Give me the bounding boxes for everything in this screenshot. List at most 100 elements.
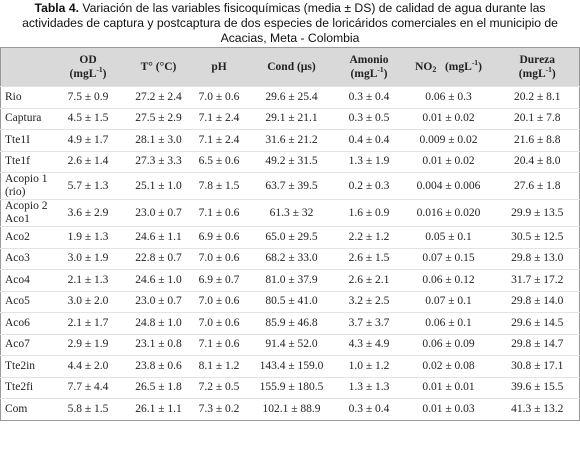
value-cell: 68.2 ± 33.0 bbox=[246, 247, 337, 270]
value-cell: 27.3 ± 3.3 bbox=[125, 150, 192, 173]
value-cell: 29.9 ± 13.5 bbox=[495, 199, 580, 227]
value-cell: 2.2 ± 1.2 bbox=[336, 226, 402, 248]
value-cell: 0.3 ± 0.5 bbox=[336, 107, 402, 130]
value-cell: 4.3 ± 4.9 bbox=[336, 333, 402, 356]
value-cell: 7.0 ± 0.6 bbox=[191, 86, 247, 108]
header-cell: Dureza (mgL-1) bbox=[495, 47, 580, 87]
table-row: Tte2fi 7.7 ± 4.4 26.5 ± 1.8 7.2 ± 0.5 155.9 … bbox=[0, 376, 580, 399]
value-cell: 29.6 ± 14.5 bbox=[495, 312, 580, 334]
table-row: Captura 4.5 ± 1.5 27.5 ± 2.9 7.1 ± 2.4 29.1 … bbox=[0, 107, 580, 130]
value-cell: 31.7 ± 17.2 bbox=[495, 269, 580, 291]
table-body: Rio 7.5 ± 0.9 27.2 ± 2.4 7.0 ± 0.6 29.6 ± 25… bbox=[0, 86, 580, 420]
value-cell: 23.1 ± 0.8 bbox=[125, 333, 192, 356]
header-name: Cond (µs) bbox=[267, 61, 316, 73]
value-cell: 0.01 ± 0.01 bbox=[401, 376, 496, 399]
header-exp: -1 bbox=[377, 65, 384, 74]
value-cell: 0.05 ± 0.1 bbox=[401, 226, 496, 248]
table-row: Com 5.8 ± 1.5 26.1 ± 1.1 7.3 ± 0.2 102.1 ± 8… bbox=[0, 398, 580, 420]
header-cell: Amonio (mgL-1) bbox=[336, 47, 402, 87]
value-cell: 0.07 ± 0.1 bbox=[401, 290, 496, 313]
value-cell: 3.0 ± 2.0 bbox=[50, 290, 126, 313]
site-cell: Aco3 bbox=[0, 247, 51, 270]
site-cell: Com bbox=[0, 398, 51, 420]
value-cell: 6.5 ± 0.6 bbox=[191, 150, 247, 173]
value-cell: 7.1 ± 0.6 bbox=[191, 333, 247, 356]
header-name: T° (°C) bbox=[140, 61, 177, 73]
value-cell: 26.1 ± 1.1 bbox=[125, 398, 192, 420]
site-cell: Acopio 1 (rio) bbox=[0, 172, 51, 200]
header-exp: -1 bbox=[96, 65, 103, 74]
table-row: Aco3 3.0 ± 1.9 22.8 ± 0.7 7.0 ± 0.6 68.2 ± 3… bbox=[0, 247, 580, 270]
value-cell: 30.8 ± 17.1 bbox=[495, 355, 580, 377]
value-cell: 29.1 ± 21.1 bbox=[246, 107, 337, 130]
value-cell: 91.4 ± 52.0 bbox=[246, 333, 337, 356]
value-cell: 1.3 ± 1.9 bbox=[336, 150, 402, 173]
value-cell: 0.016 ± 0.020 bbox=[401, 199, 496, 227]
value-cell: 0.07 ± 0.15 bbox=[401, 247, 496, 270]
value-cell: 0.06 ± 0.1 bbox=[401, 312, 496, 334]
table-row: Aco5 3.0 ± 2.0 23.0 ± 0.7 7.0 ± 0.6 80.5 ± 4… bbox=[0, 290, 580, 313]
value-cell: 23.0 ± 0.7 bbox=[125, 290, 192, 313]
site-cell: Captura bbox=[0, 107, 51, 130]
value-cell: 27.5 ± 2.9 bbox=[125, 107, 192, 130]
site-cell: Acopio 2 Aco1 bbox=[0, 199, 51, 227]
value-cell: 8.1 ± 1.2 bbox=[191, 355, 247, 377]
value-cell: 1.3 ± 1.3 bbox=[336, 376, 402, 399]
value-cell: 26.5 ± 1.8 bbox=[125, 376, 192, 399]
value-cell: 4.4 ± 2.0 bbox=[50, 355, 126, 377]
value-cell: 3.6 ± 2.9 bbox=[50, 199, 126, 227]
site-cell: Aco4 bbox=[0, 269, 51, 291]
table-row: Tte2in 4.4 ± 2.0 23.8 ± 0.6 8.1 ± 1.2 143.4 … bbox=[0, 355, 580, 377]
value-cell: 23.8 ± 0.6 bbox=[125, 355, 192, 377]
value-cell: 27.6 ± 1.8 bbox=[495, 172, 580, 200]
site-cell: Aco2 bbox=[0, 226, 51, 248]
value-cell: 61.3 ± 32 bbox=[246, 199, 337, 227]
header-name: Amonio bbox=[349, 54, 389, 66]
value-cell: 6.9 ± 0.6 bbox=[191, 226, 247, 248]
header-name: Dureza bbox=[519, 54, 556, 66]
value-cell: 155.9 ± 180.5 bbox=[246, 376, 337, 399]
value-cell: 7.1 ± 2.4 bbox=[191, 129, 247, 151]
header-end: ) bbox=[102, 68, 107, 80]
value-cell: 41.3 ± 13.2 bbox=[495, 398, 580, 420]
data-table: OD (mgL-1) T° (°C) pH Cond (µs) Amonio (mg… bbox=[0, 47, 580, 421]
value-cell: 0.01 ± 0.02 bbox=[401, 150, 496, 173]
caption-label: Tabla 4. bbox=[34, 1, 80, 15]
caption-text: Variación de las variables fisicoquímica… bbox=[22, 1, 558, 45]
site-cell: Rio bbox=[0, 86, 51, 108]
value-cell: 5.7 ± 1.3 bbox=[50, 172, 126, 200]
value-cell: 7.2 ± 0.5 bbox=[191, 376, 247, 399]
value-cell: 28.1 ± 3.0 bbox=[125, 129, 192, 151]
value-cell: 24.6 ± 1.0 bbox=[125, 269, 192, 291]
header-name: pH bbox=[211, 61, 227, 73]
site-cell: Tte1f bbox=[0, 150, 51, 173]
table-row: Aco6 2.1 ± 1.7 24.8 ± 1.0 7.0 ± 0.6 85.9 ± 4… bbox=[0, 312, 580, 334]
value-cell: 7.8 ± 1.5 bbox=[191, 172, 247, 200]
header-end: ) bbox=[551, 68, 556, 80]
table-row: Rio 7.5 ± 0.9 27.2 ± 2.4 7.0 ± 0.6 29.6 ± 25… bbox=[0, 86, 580, 108]
value-cell: 65.0 ± 29.5 bbox=[246, 226, 337, 248]
header-cell: Cond (µs) bbox=[246, 47, 337, 87]
site-cell: Tte2in bbox=[0, 355, 51, 377]
value-cell: 0.06 ± 0.3 bbox=[401, 86, 496, 108]
value-cell: 7.0 ± 0.6 bbox=[191, 312, 247, 334]
site-cell: Aco5 bbox=[0, 290, 51, 313]
header-sub: 2 bbox=[432, 65, 437, 74]
value-cell: 7.1 ± 0.6 bbox=[191, 199, 247, 227]
header-cell: pH bbox=[191, 47, 247, 87]
value-cell: 0.3 ± 0.4 bbox=[336, 86, 402, 108]
table-row: Acopio 2 Aco1 3.6 ± 2.9 23.0 ± 0.7 7.1 ± 0.… bbox=[0, 199, 580, 227]
table-header: OD (mgL-1) T° (°C) pH Cond (µs) Amonio (mg… bbox=[0, 47, 580, 87]
site-cell: Tte1I bbox=[0, 129, 51, 151]
value-cell: 102.1 ± 88.9 bbox=[246, 398, 337, 420]
value-cell: 1.9 ± 1.3 bbox=[50, 226, 126, 248]
table-row: Aco7 2.9 ± 1.9 23.1 ± 0.8 7.1 ± 0.6 91.4 ± 5… bbox=[0, 333, 580, 356]
header-name: NO bbox=[415, 61, 433, 73]
value-cell: 29.6 ± 25.4 bbox=[246, 86, 337, 108]
header-unit: (mgL bbox=[350, 68, 378, 80]
value-cell: 0.01 ± 0.03 bbox=[401, 398, 496, 420]
header-cell bbox=[0, 47, 51, 87]
value-cell: 29.8 ± 14.7 bbox=[495, 333, 580, 356]
table-row: Aco2 1.9 ± 1.3 24.6 ± 1.1 6.9 ± 0.6 65.0 ± 2… bbox=[0, 226, 580, 248]
